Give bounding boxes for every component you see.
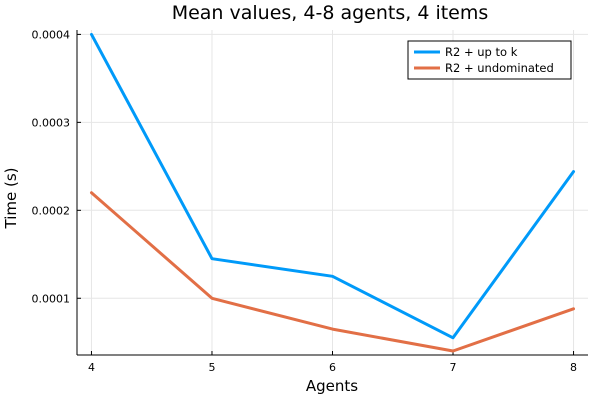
series-lines (90, 32, 575, 353)
axes (76, 30, 588, 356)
x-tick-label: 4 (88, 361, 95, 374)
x-tick-label: 7 (450, 361, 457, 374)
y-tick-label: 0.0002 (32, 204, 71, 217)
chart-title: Mean values, 4-8 agents, 4 items (172, 2, 489, 24)
x-axis-label: Agents (306, 377, 358, 395)
legend: R2 + up to k R2 + undominated (407, 40, 572, 80)
series-line-0 (90, 32, 575, 340)
tick-labels: 4 5 6 7 8 0.0001 0.0002 0.0003 0.0004 (32, 28, 578, 374)
y-tick-label: 0.0004 (32, 28, 71, 41)
x-tick-label: 6 (329, 361, 336, 374)
y-tick-label: 0.0003 (32, 116, 71, 129)
grid (77, 30, 588, 355)
legend-entry: R2 + undominated (445, 61, 554, 75)
legend-box (407, 40, 572, 80)
x-tick-label: 5 (208, 361, 215, 374)
x-tick-label: 8 (570, 361, 577, 374)
series-line-1 (90, 191, 575, 353)
y-axis-label: Time (s) (2, 168, 20, 230)
y-tick-label: 0.0001 (32, 292, 71, 305)
legend-entry: R2 + up to k (445, 45, 518, 59)
